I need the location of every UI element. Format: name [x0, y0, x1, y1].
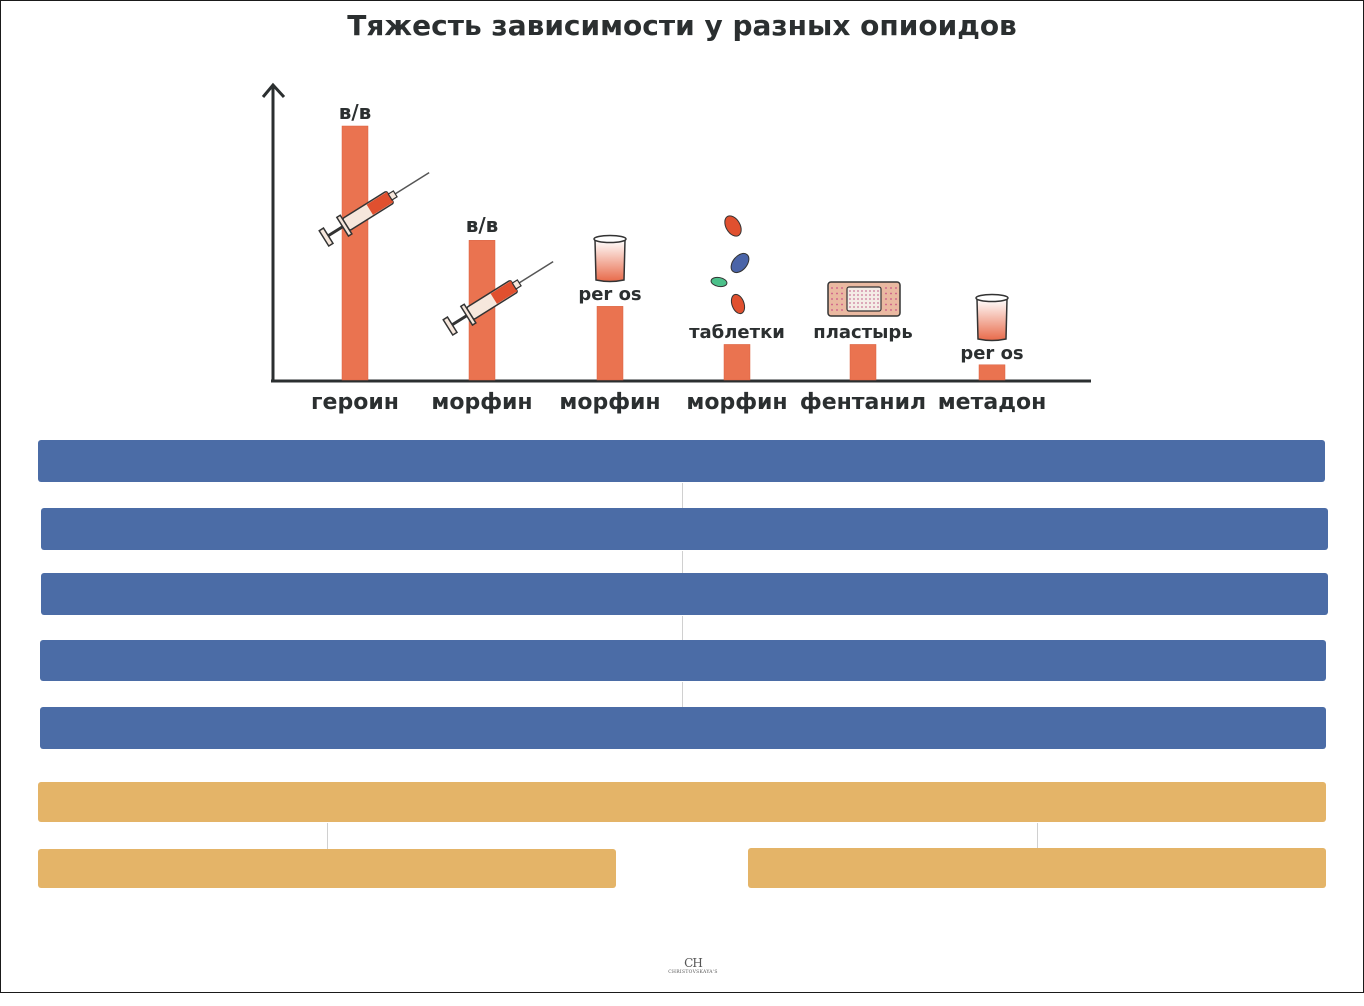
syringe-icon: [318, 172, 430, 248]
route-label: per os: [578, 284, 641, 305]
x-tick-label: фентанил: [800, 390, 926, 415]
gold-band-right: [748, 848, 1326, 888]
blue-band-3: [41, 573, 1328, 615]
band-connector: [682, 551, 683, 573]
gold-band-left: [38, 849, 616, 888]
blue-band-2: [41, 508, 1328, 550]
pills-icon: [710, 215, 750, 315]
patch-icon: [827, 281, 901, 317]
logo: CH CHRISTOVSKAYA'S: [661, 956, 725, 975]
bar-5: [849, 344, 877, 381]
route-label: в/в: [339, 100, 372, 124]
blue-band-5: [40, 707, 1326, 749]
route-label: пластырь: [813, 322, 912, 343]
syringe-icon: [442, 261, 554, 337]
blue-band-4: [40, 640, 1326, 681]
bar-4: [723, 344, 751, 381]
band-connector: [1037, 823, 1038, 848]
x-tick-label: морфин: [686, 390, 787, 415]
bar-chart: героин морфин морфин морфин фентанил метадон в…: [261, 82, 1091, 415]
y-axis-arrow: [261, 82, 286, 99]
x-tick-label: героин: [311, 390, 399, 415]
logo-monogram: CH: [684, 956, 703, 970]
band-connector: [327, 823, 328, 849]
band-connector: [682, 682, 683, 707]
blue-band-1: [38, 440, 1325, 482]
chart-title: Тяжесть зависимости у разных опиоидов: [347, 9, 1017, 42]
gold-band-top: [38, 782, 1326, 822]
x-tick-label: морфин: [559, 390, 660, 415]
route-label: таблетки: [689, 322, 785, 343]
x-tick-label: метадон: [938, 390, 1047, 415]
bar-3: [596, 306, 624, 381]
route-label: в/в: [466, 213, 499, 237]
route-label: per os: [960, 343, 1023, 364]
band-connector: [682, 483, 683, 508]
logo-text: CHRISTOVSKAYA'S: [668, 970, 718, 975]
cup-icon: [593, 234, 627, 283]
band-connector: [682, 616, 683, 640]
bar-1: [341, 125, 369, 381]
cup-icon: [975, 293, 1009, 342]
bar-6: [978, 364, 1006, 381]
x-tick-label: морфин: [431, 390, 532, 415]
